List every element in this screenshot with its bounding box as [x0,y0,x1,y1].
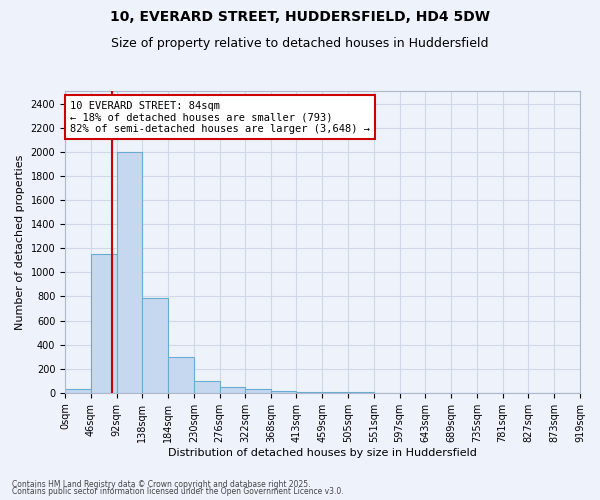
Text: 10 EVERARD STREET: 84sqm
← 18% of detached houses are smaller (793)
82% of semi-: 10 EVERARD STREET: 84sqm ← 18% of detach… [70,100,370,134]
Text: 10, EVERARD STREET, HUDDERSFIELD, HD4 5DW: 10, EVERARD STREET, HUDDERSFIELD, HD4 5D… [110,10,490,24]
Bar [142,298,168,393]
Bar [322,392,348,393]
Text: Contains HM Land Registry data © Crown copyright and database right 2025.: Contains HM Land Registry data © Crown c… [12,480,311,489]
Bar [245,389,271,393]
X-axis label: Distribution of detached houses by size in Huddersfield: Distribution of detached houses by size … [168,448,477,458]
Bar [91,254,116,393]
Bar [116,152,142,393]
Bar [271,391,296,393]
Y-axis label: Number of detached properties: Number of detached properties [15,154,25,330]
Text: Contains public sector information licensed under the Open Government Licence v3: Contains public sector information licen… [12,487,344,496]
Bar [296,392,322,393]
Bar [168,356,194,393]
Text: Size of property relative to detached houses in Huddersfield: Size of property relative to detached ho… [111,38,489,51]
Bar [220,387,245,393]
Bar [65,389,91,393]
Bar [194,381,220,393]
